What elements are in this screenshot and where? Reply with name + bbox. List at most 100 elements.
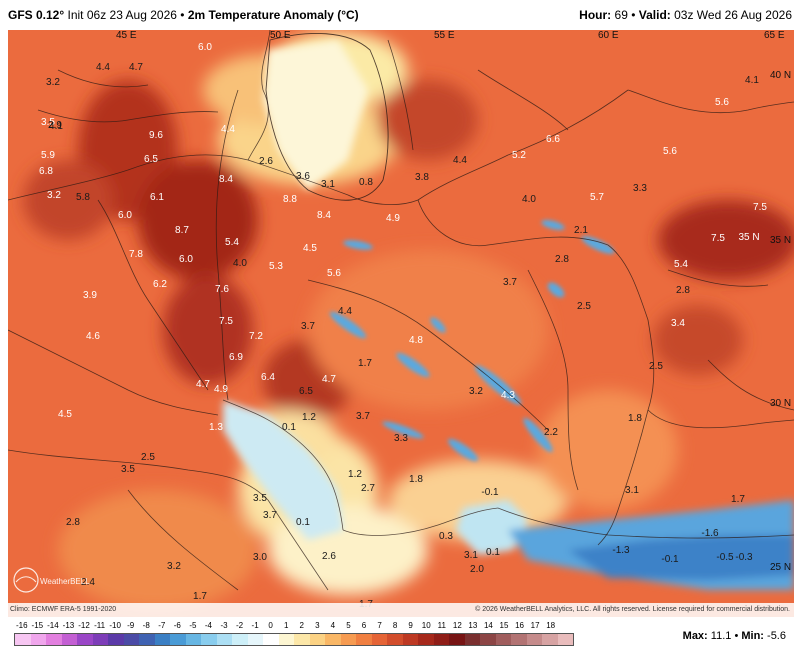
min-value: -5.6 [767, 630, 786, 642]
legend-swatch [371, 634, 387, 645]
max-value: 11.1 [710, 630, 732, 642]
anomaly-label: 7.2 [249, 331, 263, 342]
lat-label-25n: 25 N [770, 562, 791, 573]
legend-swatch [108, 634, 124, 645]
logo-text: WeatherBELL [40, 577, 90, 586]
hour-label: Hour: [579, 8, 612, 22]
lon-label-55e: 55 E [434, 30, 455, 41]
anomaly-label: 4.4 [338, 306, 352, 317]
legend-swatch [15, 634, 31, 645]
anomaly-label: 7.5 [711, 233, 725, 244]
anomaly-label: 6.5 [144, 154, 158, 165]
anomaly-label: 35 N [738, 232, 759, 243]
legend-tick: 15 [499, 621, 509, 630]
anomaly-label: 1.2 [348, 469, 362, 480]
legend-swatch [294, 634, 310, 645]
legend-swatch [232, 634, 248, 645]
anomaly-label: 3.7 [356, 411, 370, 422]
legend-tick: 8 [392, 621, 398, 630]
legend-color-bar [14, 633, 574, 646]
legend-tick-labels: -16 -15 -14 -13 -12 -11 -10 -9 -8 -7 -6 -5 -4 -3 -2 -1 0… [14, 621, 574, 633]
anomaly-label: 4.7 [196, 379, 210, 390]
anomaly-label: 3.8 [415, 172, 429, 183]
anomaly-label: 3.7 [301, 321, 315, 332]
legend-swatch [356, 634, 372, 645]
header-bullet-2: • [631, 8, 636, 22]
hour-value: 69 [614, 8, 628, 22]
anomaly-label: 0.1 [486, 547, 500, 558]
sea-field [223, 40, 794, 590]
max-min-readout: Max: 11.1 • Min: -5.6 [683, 630, 786, 642]
anomaly-label: 6.9 [229, 352, 243, 363]
legend-tick: -8 [142, 621, 150, 630]
anomaly-label: 8.7 [175, 225, 189, 236]
lon-label-60e: 60 E [598, 30, 619, 41]
anomaly-label: 2.6 [322, 551, 336, 562]
anomaly-label: 6.0 [198, 42, 212, 53]
legend-swatch [247, 634, 263, 645]
anomaly-label: 5.4 [674, 259, 688, 270]
legend-tick: -9 [127, 621, 135, 630]
legend-swatch [418, 634, 434, 645]
legend-tick: 0 [268, 621, 273, 630]
legend-swatch [185, 634, 201, 645]
anomaly-label: 0.1 [296, 517, 310, 528]
anomaly-label: 2.0 [470, 564, 484, 575]
lat-label-35n: 35 N [770, 235, 791, 246]
anomaly-label: 2.2 [544, 427, 558, 438]
legend-swatch [526, 634, 542, 645]
anomaly-label: 4.5 [303, 243, 317, 254]
anomaly-label: 3.0 [253, 552, 267, 563]
legend-tick: 3 [315, 621, 320, 630]
legend-tick: -5 [189, 621, 197, 630]
legend-tick: -10 [109, 621, 121, 630]
anomaly-label: 3.2 [47, 190, 61, 201]
weatherbell-logo: WeatherBELL [13, 567, 90, 593]
legend-swatch [557, 634, 573, 645]
legend-tick: 13 [468, 621, 478, 630]
legend-swatch [511, 634, 527, 645]
anomaly-label: 6.8 [39, 166, 53, 177]
anomaly-label: 3.4 [671, 318, 685, 329]
legend-tick: -3 [220, 621, 228, 630]
anomaly-label: 4.0 [233, 258, 247, 269]
anomaly-label: 1.8 [628, 413, 642, 424]
anomaly-label: -0.5 [716, 552, 734, 563]
anomaly-label: 6.2 [153, 279, 167, 290]
legend-tick: 4 [330, 621, 336, 630]
legend-tick: 5 [346, 621, 351, 630]
anomaly-label: -0.3 [735, 552, 753, 563]
legend-swatch [123, 634, 139, 645]
legend-swatch [402, 634, 418, 645]
legend-tick: -12 [78, 621, 90, 630]
legend-swatch [495, 634, 511, 645]
anomaly-label: 6.0 [118, 210, 132, 221]
legend-tick: 14 [483, 621, 493, 630]
borders [8, 30, 794, 591]
anomaly-label: 2.1 [574, 225, 588, 236]
anomaly-label: 1.2 [302, 412, 316, 423]
anomaly-label: 3.2 [469, 386, 483, 397]
legend-swatch [154, 634, 170, 645]
legend-tick: 12 [452, 621, 462, 630]
lon-label-50e: 50 E [270, 30, 291, 41]
legend-swatch [464, 634, 480, 645]
anomaly-label: -1.6 [701, 528, 719, 539]
anomaly-label: 4.9 [214, 384, 228, 395]
anomaly-label: 2.8 [66, 517, 80, 528]
anomaly-label: 4.7 [129, 62, 143, 73]
legend-tick: 10 [421, 621, 431, 630]
legend-swatch [309, 634, 325, 645]
legend-tick: -11 [94, 621, 106, 630]
anomaly-value-labels: 3.26.04.4 4.73.55.92.94.19.64.46.5 2.66.88… [39, 42, 767, 610]
max-label: Max: [682, 630, 708, 642]
anomaly-label: 0.8 [359, 177, 373, 188]
legend-tick: -7 [158, 621, 166, 630]
anomaly-label: 4.4 [96, 62, 110, 73]
legend-tick: 2 [299, 621, 304, 630]
anomaly-label: 2.4 [81, 577, 95, 588]
anomaly-label: 6.1 [150, 192, 164, 203]
anomaly-label: 6.5 [299, 386, 313, 397]
legend-swatch [433, 634, 449, 645]
legend-tick: 16 [515, 621, 524, 630]
